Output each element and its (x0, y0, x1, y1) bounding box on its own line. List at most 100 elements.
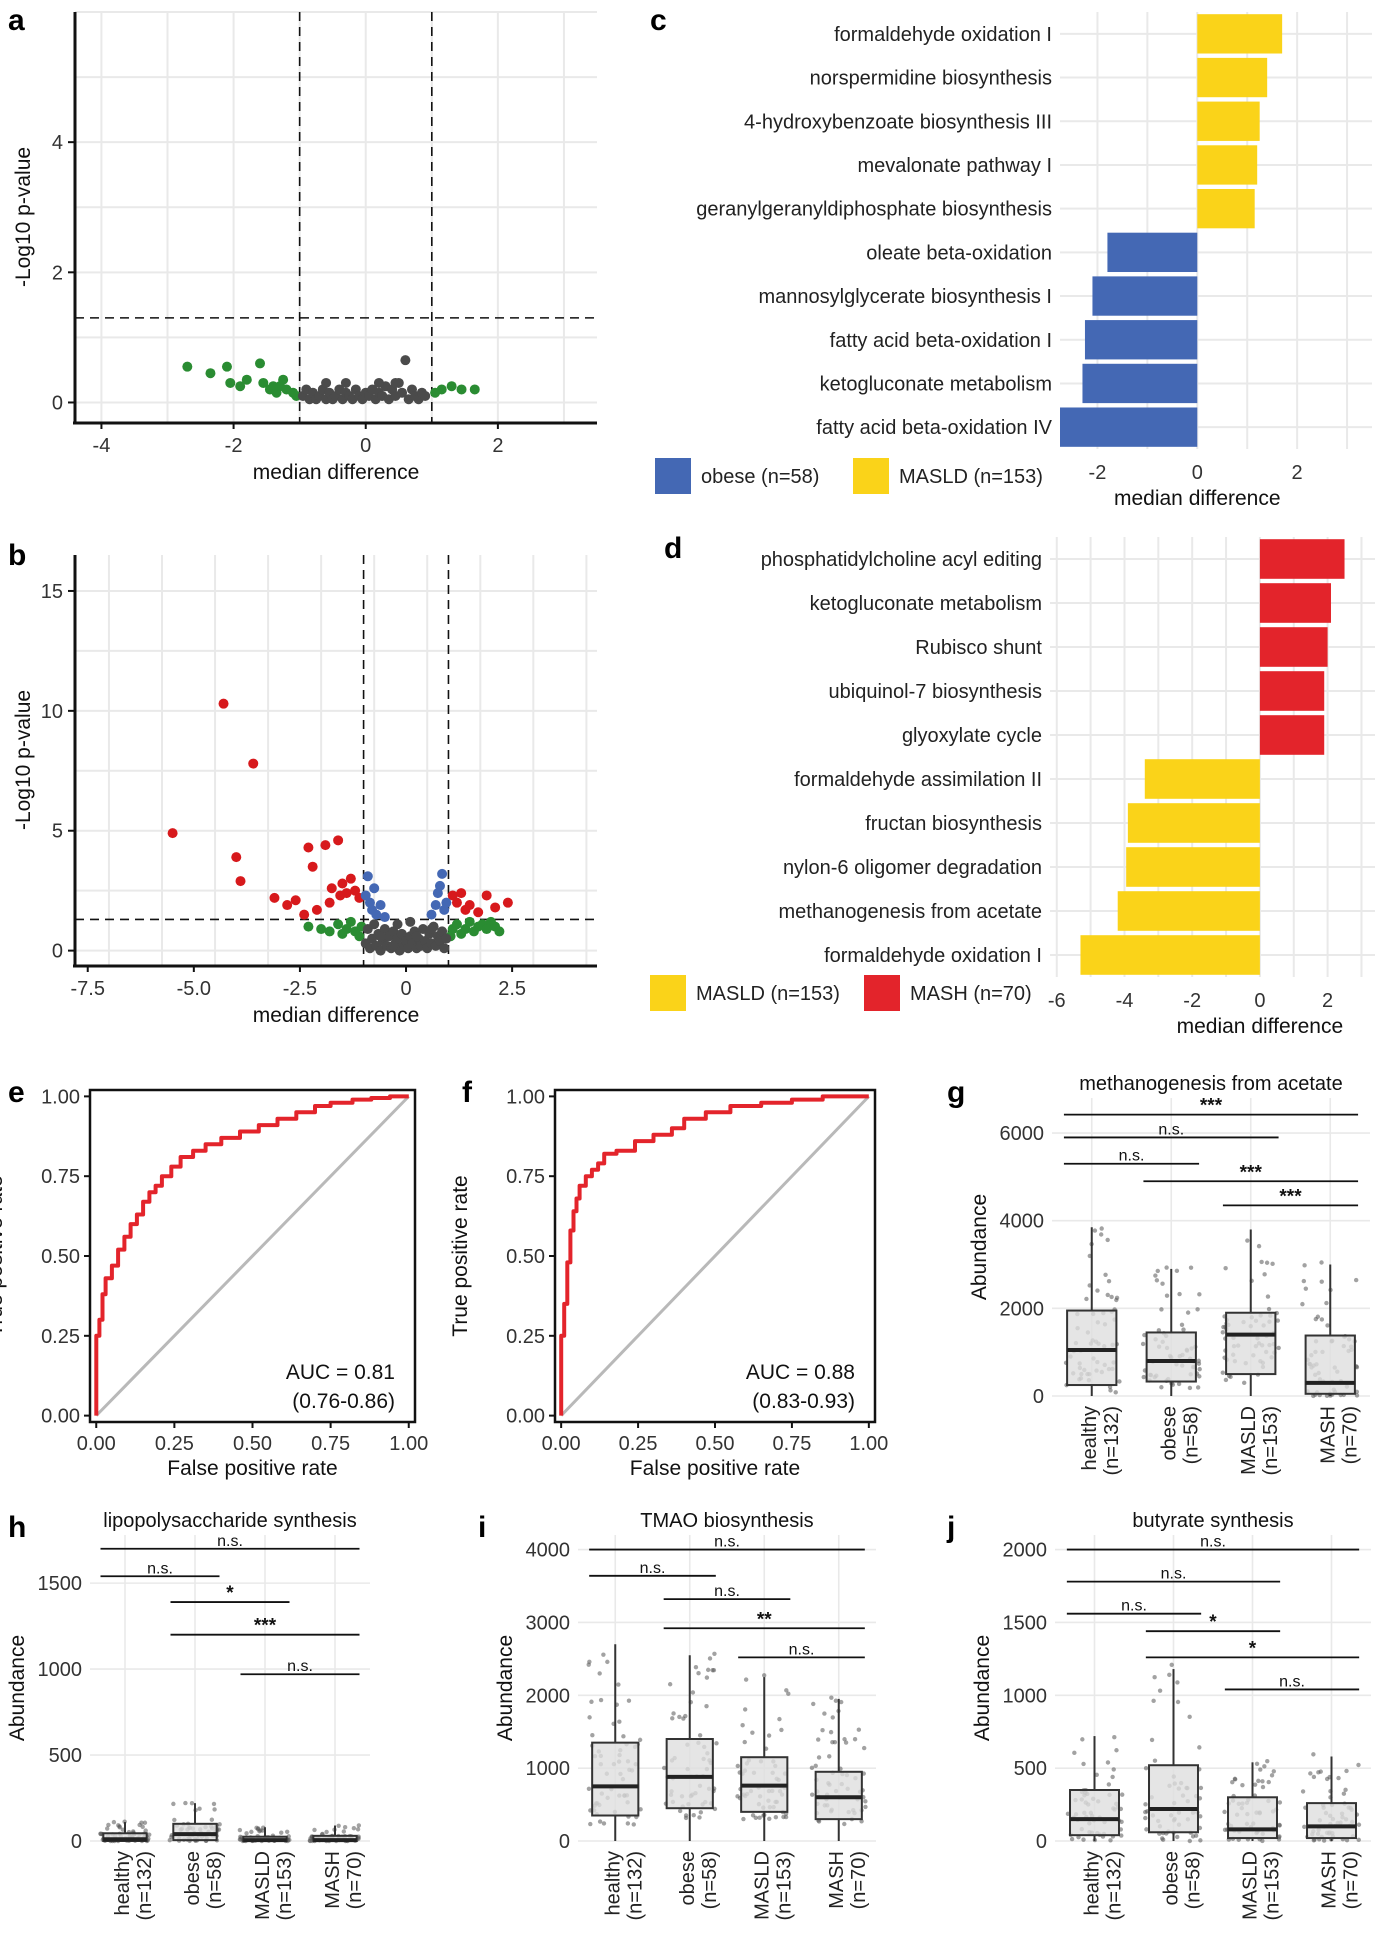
i-category-count: (n=132) (624, 1851, 646, 1921)
h-jitter-point (279, 1830, 284, 1835)
b-data-point (456, 888, 467, 899)
j-y-tick-label: 0 (1036, 1831, 1047, 1853)
b-y-tick-label: 5 (52, 821, 63, 843)
j-jitter-point (1230, 1780, 1235, 1785)
i-jitter-point (637, 1737, 643, 1743)
j-category-count: (n=70) (1341, 1851, 1363, 1909)
g-jitter-point (1103, 1272, 1108, 1277)
g-jitter-point (1156, 1328, 1162, 1333)
j-jitter-point (1080, 1737, 1085, 1742)
j-jitter-point (1120, 1792, 1125, 1797)
h-jitter-point (287, 1837, 292, 1843)
j-jitter-point (1356, 1762, 1361, 1768)
j-jitter-point (1260, 1779, 1265, 1784)
h-chart-title: lipopolysaccharide synthesis (103, 1510, 356, 1532)
i-box (591, 1741, 640, 1817)
h-jitter-point (238, 1834, 243, 1840)
e-y-tick-label: 0.25 (41, 1326, 80, 1348)
h-category-label: MASH(n=70) (322, 1851, 366, 1909)
h-jitter-point (356, 1823, 362, 1828)
i-category-label: MASH(n=70) (826, 1851, 870, 1909)
i-category-name: MASH (826, 1851, 848, 1909)
d-category-label: ubiquinol-7 biosynthesis (829, 681, 1042, 703)
b-data-point (437, 926, 448, 937)
i-jitter-point (842, 1737, 847, 1742)
j-significance-label: n.s. (1200, 1534, 1226, 1551)
c-legend-swatch (655, 458, 691, 494)
f-x-tick-label: 0.25 (619, 1433, 658, 1455)
g-category-label: MASH(n=70) (1317, 1406, 1361, 1464)
h-significance-label: n.s. (147, 1560, 173, 1577)
j-jitter-point (1356, 1837, 1361, 1843)
j-category-count: (n=153) (1262, 1851, 1284, 1921)
g-jitter-point (1159, 1385, 1164, 1390)
j-jitter-point (1271, 1769, 1276, 1774)
a-data-point (373, 377, 384, 388)
c-bar (1082, 363, 1198, 404)
j-chart-title: butyrate synthesis (1132, 1510, 1293, 1532)
i-y-axis-title: Abundance (494, 1635, 517, 1741)
j-box (1069, 1789, 1120, 1837)
f-x-axis-title: False positive rate (630, 1457, 800, 1480)
j-jitter-point (1106, 1782, 1112, 1787)
j-jitter-point (1254, 1761, 1260, 1766)
j-category-label: MASH(n=70) (1319, 1851, 1363, 1909)
j-jitter-point (1336, 1775, 1341, 1781)
i-jitter-point (698, 1810, 704, 1815)
i-jitter-point (661, 1765, 667, 1771)
b-data-point (324, 897, 335, 908)
b-data-point (405, 916, 416, 927)
j-jitter-point (1152, 1758, 1158, 1763)
j-jitter-point (1198, 1838, 1203, 1843)
b-data-point (303, 921, 314, 932)
panel-label-c: c (650, 4, 667, 37)
j-category-count: (n=132) (1104, 1851, 1126, 1921)
i-significance-label: n.s. (714, 1534, 740, 1551)
j-y-tick-label: 1500 (1003, 1612, 1048, 1634)
g-significance-label: *** (1279, 1186, 1302, 1207)
g-category-label: obese(n=58) (1158, 1406, 1202, 1464)
j-significance-label: n.s. (1279, 1673, 1305, 1690)
h-jitter-point (105, 1826, 110, 1831)
i-jitter-point (856, 1727, 862, 1732)
i-category-label: healthy(n=132) (602, 1851, 646, 1921)
d-bar (1259, 671, 1325, 711)
c-category-label: mevalonate pathway I (857, 155, 1052, 177)
panel-label-i: i (478, 1511, 486, 1544)
j-jitter-point (1343, 1787, 1348, 1793)
h-jitter-point (244, 1831, 249, 1836)
h-jitter-point (167, 1838, 173, 1843)
h-jitter-point (255, 1827, 261, 1832)
j-jitter-point (1265, 1758, 1270, 1764)
j-category-name: MASLD (1240, 1851, 1262, 1920)
h-jitter-point (106, 1822, 111, 1828)
b-data-point (269, 892, 280, 903)
h-jitter-point (139, 1820, 144, 1825)
i-significance-label: n.s. (640, 1560, 666, 1577)
f-chance-diagonal (560, 1095, 870, 1417)
c-category-label: mannosylglycerate biosynthesis I (759, 286, 1052, 308)
d-bar (1259, 627, 1328, 667)
i-jitter-point (813, 1763, 818, 1769)
i-y-tick-label: 1000 (526, 1758, 571, 1780)
g-jitter-point (1319, 1279, 1324, 1284)
i-jitter-point (820, 1728, 825, 1733)
panel-label-h: h (8, 1511, 26, 1544)
g-y-tick-label: 4000 (1000, 1211, 1045, 1233)
a-y-tick-label: 2 (52, 262, 63, 284)
a-y-axis-title: -Log10 p-value (12, 147, 35, 287)
panel-b-volcano: -7.5 -5.0 -2.5 0 2.5 0 5 10 15 median difference -… (12, 555, 597, 1027)
i-jitter-point (621, 1734, 626, 1739)
i-jitter-point (779, 1727, 784, 1733)
d-legend-swatch (864, 975, 900, 1011)
i-jitter-point (786, 1691, 791, 1696)
i-jitter-point (696, 1671, 701, 1676)
j-jitter-point (1167, 1672, 1172, 1678)
c-bar (1084, 320, 1198, 360)
d-category-label: ketogluconate metabolism (810, 593, 1042, 615)
b-data-point (333, 919, 344, 930)
g-jitter-point (1196, 1358, 1201, 1364)
g-jitter-point (1303, 1286, 1309, 1291)
j-jitter-point (1072, 1750, 1077, 1756)
i-jitter-point (712, 1806, 718, 1812)
